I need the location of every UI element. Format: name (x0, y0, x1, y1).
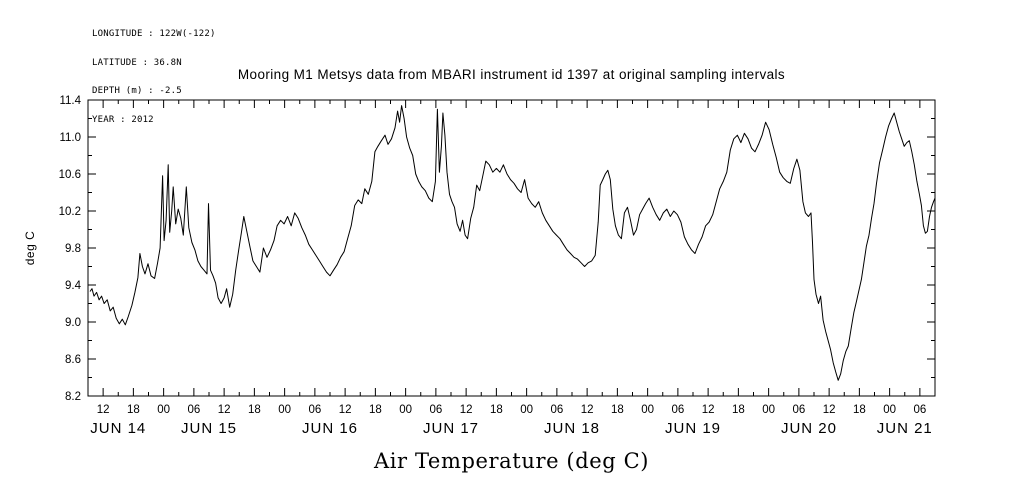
metadata-depth: DEPTH (m) : -2.5 (92, 86, 182, 96)
x-day-label: JUN 19 (665, 420, 721, 437)
x-tick-label: 18 (490, 404, 503, 416)
x-tick-label: 12 (823, 404, 836, 416)
x-day-label: JUN 20 (781, 420, 837, 437)
x-tick-label: 00 (399, 404, 412, 416)
axes (87, 99, 936, 397)
y-tick-label: 8.6 (65, 354, 81, 366)
x-tick-label: 00 (278, 404, 291, 416)
y-tick-label: 9.8 (65, 243, 81, 255)
x-day-label: JUN 14 (90, 420, 146, 437)
x-day-label: JUN 18 (544, 420, 600, 437)
x-tick-label: 06 (671, 404, 684, 416)
y-tick-label: 8.2 (65, 391, 81, 403)
x-day-label: JUN 16 (302, 420, 358, 437)
x-tick-label: 06 (913, 404, 926, 416)
y-tick-label: 11.4 (59, 95, 81, 107)
plot-frame (87, 99, 936, 397)
metadata-block: LONGITUDE : 122W(-122) LATITUDE : 36.8N … (92, 11, 216, 144)
y-tick-label: 10.6 (59, 169, 81, 181)
x-tick-label: 18 (611, 404, 624, 416)
x-tick-label: 00 (762, 404, 775, 416)
x-tick-label: 12 (97, 404, 110, 416)
x-tick-label: 18 (248, 404, 261, 416)
temperature-series-line (89, 105, 936, 381)
axis-labels: 8.2 8.6 9.0 9.4 9.8 10.2 10.6 11.0 11.4 12 18 00 06 1… (23, 95, 933, 437)
x-tick-label: 12 (702, 404, 715, 416)
x-tick-label: 12 (581, 404, 594, 416)
y-tick-label: 11.0 (59, 132, 81, 144)
x-tick-label: 18 (732, 404, 745, 416)
metadata-year: YEAR : 2012 (92, 114, 154, 125)
x-tick-label: 12 (339, 404, 352, 416)
x-tick-label: 00 (520, 404, 533, 416)
metadata-longitude: LONGITUDE : 122W(-122) (92, 29, 216, 39)
x-tick-label: 06 (550, 404, 563, 416)
chart-title: Mooring M1 Metsys data from MBARI instru… (237, 67, 786, 82)
metadata-latitude: LATITUDE : 36.8N (92, 57, 182, 68)
x-tick-label: 18 (127, 404, 140, 416)
y-tick-label: 9.0 (65, 317, 81, 329)
x-tick-label: 00 (883, 404, 896, 416)
y-axis-title: deg C (23, 231, 37, 266)
x-tick-label: 06 (187, 404, 200, 416)
x-tick-label: 06 (429, 404, 442, 416)
x-day-label: JUN 17 (423, 420, 479, 437)
x-tick-label: 06 (308, 404, 321, 416)
x-day-label: JUN 15 (181, 420, 237, 437)
y-tick-label: 10.2 (59, 206, 81, 218)
x-tick-label: 18 (853, 404, 866, 416)
x-tick-label: 18 (369, 404, 382, 416)
x-axis-title: Air Temperature (deg C) (373, 449, 650, 473)
x-tick-label: 12 (460, 404, 473, 416)
x-tick-label: 00 (641, 404, 654, 416)
x-tick-label: 06 (792, 404, 805, 416)
x-tick-label: 00 (157, 404, 170, 416)
x-day-label: JUN 21 (877, 420, 933, 437)
y-tick-label: 9.4 (65, 280, 82, 292)
x-tick-label: 12 (218, 404, 231, 416)
